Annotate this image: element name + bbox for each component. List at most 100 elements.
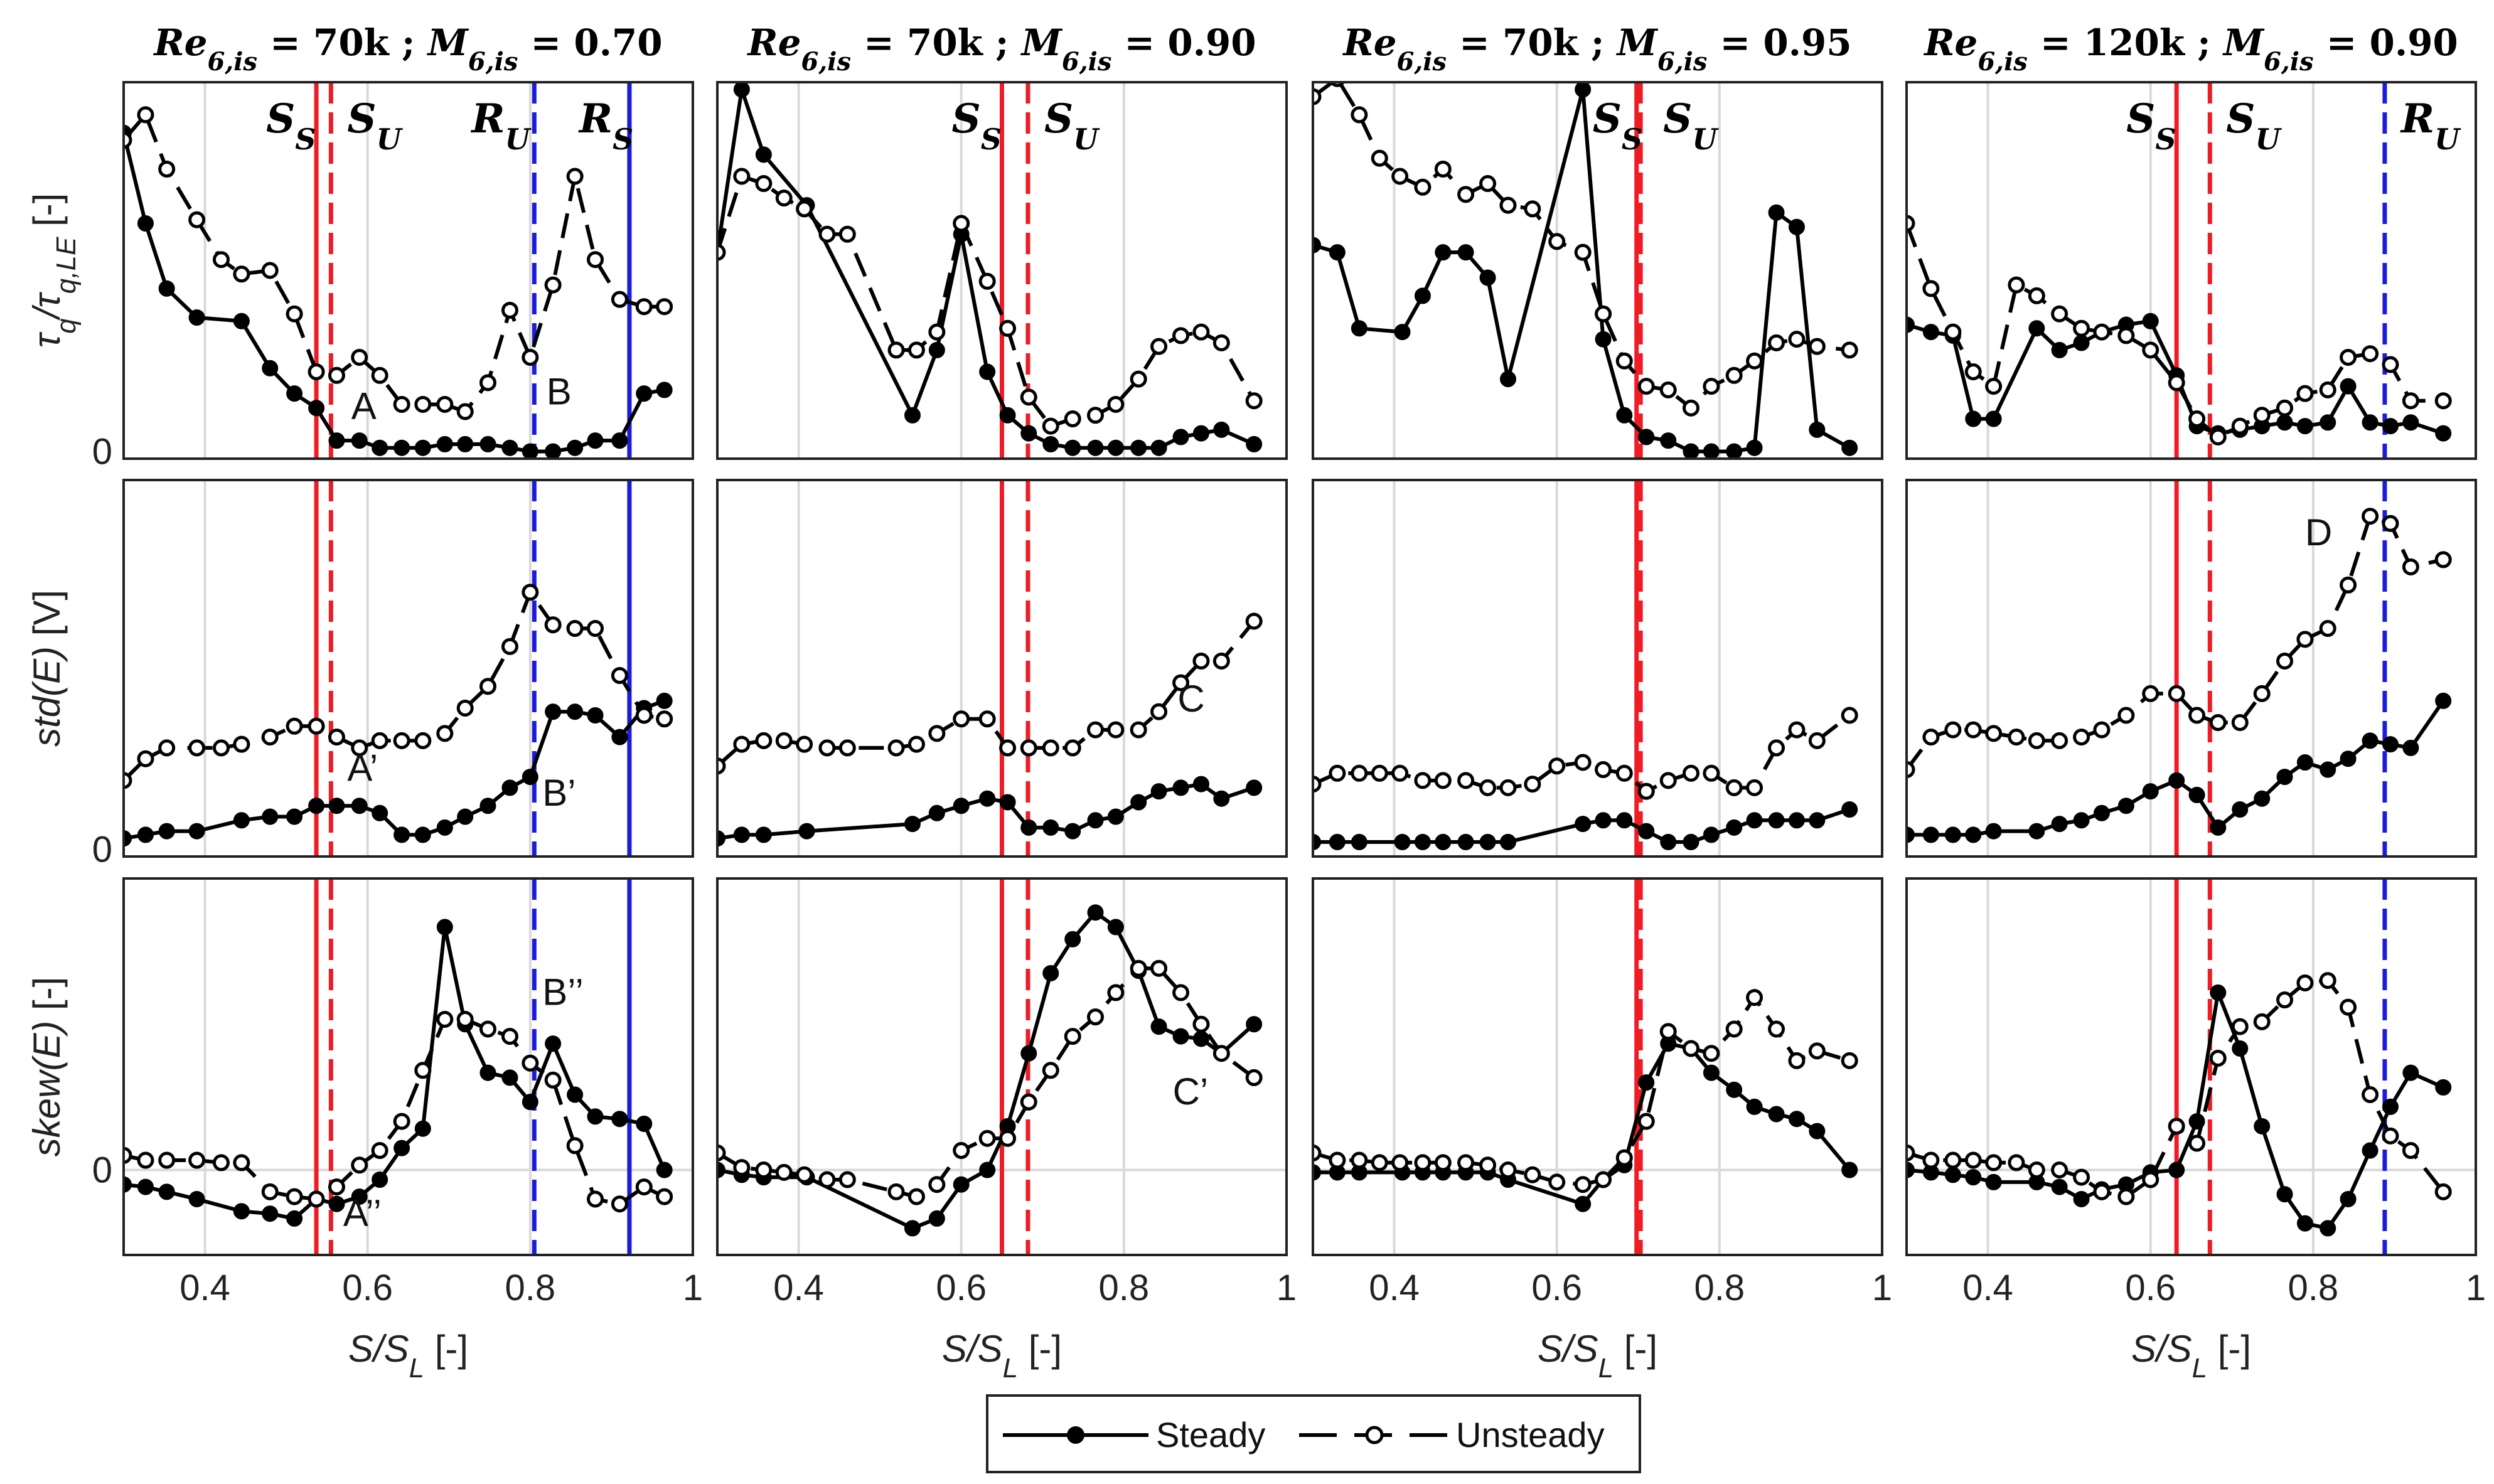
- data-point-unsteady: [2209, 714, 2227, 732]
- data-point-unsteady: [1313, 1144, 1322, 1161]
- data-point-steady: [2362, 732, 2379, 749]
- data-point-unsteady: [1683, 764, 1700, 782]
- data-point-steady: [979, 363, 996, 380]
- data-point-steady: [798, 823, 815, 840]
- panel-title: Re6,is = 70k ; M6,is = 0.95: [1342, 21, 1851, 77]
- data-point-unsteady: [1907, 215, 1915, 232]
- data-point-unsteady: [2253, 1013, 2271, 1030]
- data-point-steady: [393, 826, 410, 843]
- data-point-steady: [1575, 1195, 1592, 1212]
- data-point-unsteady: [1434, 1154, 1452, 1172]
- y-axis-label-row-1: τq/τq,LE [-]: [26, 193, 82, 348]
- data-point-unsteady: [1020, 1093, 1037, 1111]
- data-point-unsteady: [212, 251, 230, 269]
- data-point-steady: [587, 707, 604, 723]
- data-point-unsteady: [1746, 352, 1763, 370]
- data-point-steady: [124, 1176, 132, 1193]
- data-point-steady: [414, 1120, 431, 1137]
- data-point-steady: [372, 439, 388, 456]
- data-point-unsteady: [414, 732, 432, 749]
- data-point-unsteady: [137, 750, 154, 767]
- xtick-label: 1: [1276, 1268, 1297, 1308]
- data-point-unsteady: [2434, 551, 2452, 569]
- data-point-unsteady: [1788, 1052, 1806, 1069]
- data-point-steady: [1809, 1123, 1826, 1140]
- data-point-steady: [1726, 1081, 1743, 1098]
- data-point-unsteady: [212, 739, 230, 757]
- data-point-unsteady: [501, 301, 518, 319]
- data-point-unsteady: [1659, 772, 1677, 789]
- data-point-steady: [2296, 418, 2313, 435]
- data-point-unsteady: [1042, 417, 1059, 435]
- legend-marker-steady: [1067, 1426, 1084, 1444]
- y-axis-label-row-3: skew(E) [-]: [26, 977, 68, 1157]
- data-point-unsteady: [775, 190, 793, 207]
- data-point-unsteady: [1548, 757, 1566, 775]
- marker-label-s-s: SS: [1593, 95, 1642, 156]
- data-point-unsteady: [1768, 1020, 1785, 1038]
- data-point-unsteady: [1042, 1062, 1059, 1079]
- data-point-steady: [1575, 816, 1592, 833]
- data-point-unsteady: [1595, 305, 1612, 323]
- data-point-steady: [928, 804, 945, 821]
- data-point-unsteady: [1659, 381, 1677, 398]
- data-point-steady: [158, 280, 175, 297]
- data-point-unsteady: [2028, 1161, 2045, 1179]
- marker-label-s-s: SS: [952, 95, 1002, 156]
- data-point-steady: [717, 1161, 725, 1178]
- data-point-unsteady: [479, 1020, 496, 1038]
- data-point-unsteady: [2362, 1086, 2379, 1104]
- data-point-steady: [1788, 812, 1805, 829]
- data-point-unsteady: [1371, 1154, 1388, 1172]
- data-point-steady: [2382, 418, 2399, 435]
- data-point-unsteady: [522, 1054, 539, 1072]
- data-point-unsteady: [2188, 707, 2206, 724]
- xtick-label: 0.8: [2288, 1268, 2339, 1308]
- data-point-unsteady: [796, 200, 813, 218]
- data-point-steady: [999, 407, 1016, 424]
- data-point-steady: [1746, 812, 1763, 829]
- data-point-unsteady: [838, 225, 856, 243]
- data-point-unsteady: [2253, 407, 2271, 424]
- data-point-unsteady: [124, 131, 132, 149]
- data-point-unsteady: [1637, 1113, 1655, 1130]
- data-point-unsteady: [887, 341, 905, 359]
- ytick-label: 0: [92, 431, 112, 472]
- data-point-steady: [1042, 435, 1059, 452]
- data-point-unsteady: [1391, 764, 1409, 782]
- data-point-steady: [158, 1183, 175, 1200]
- data-point-unsteady: [2402, 1142, 2419, 1160]
- data-point-steady: [567, 439, 584, 456]
- panel-r3-c2: C’ 0.4 0.6 0.8 1 S/SL [-]: [716, 877, 1297, 1384]
- panel-title: Re6,is = 70k ; M6,is = 0.90: [746, 21, 1256, 77]
- data-point-steady: [2210, 984, 2227, 1001]
- data-point-unsteady: [158, 1151, 176, 1169]
- data-point-steady: [1064, 931, 1081, 948]
- data-point-unsteady: [2073, 319, 2090, 337]
- data-point-steady: [733, 82, 750, 98]
- data-point-unsteady: [1964, 721, 1982, 739]
- data-point-steady: [1457, 244, 1474, 261]
- data-point-unsteady: [1457, 186, 1475, 203]
- data-point-steady: [2320, 761, 2336, 778]
- column-1: Re6,is = 70k ; M6,is = 0.70A BSS SU RU RS0A’…: [92, 21, 703, 1384]
- data-point-steady: [1616, 407, 1633, 424]
- data-point-unsteady: [1615, 764, 1633, 782]
- data-point-unsteady: [1107, 984, 1125, 1001]
- data-point-unsteady: [2296, 974, 2314, 991]
- data-point-unsteady: [436, 725, 454, 742]
- data-point-unsteady: [755, 1161, 773, 1179]
- data-point-steady: [1788, 218, 1805, 235]
- legend-label-unsteady: Unsteady: [1456, 1415, 1605, 1455]
- data-point-steady: [1042, 819, 1059, 836]
- data-point-steady: [1192, 425, 1209, 442]
- data-point-unsteady: [1985, 378, 2003, 395]
- data-point-unsteady: [544, 276, 562, 294]
- data-point-steady: [2168, 772, 2185, 789]
- data-point-unsteady: [1020, 739, 1037, 757]
- data-point-unsteady: [2434, 1183, 2452, 1200]
- data-point-unsteady: [635, 707, 653, 724]
- data-point-unsteady: [1457, 772, 1475, 789]
- data-point-steady: [1768, 812, 1785, 829]
- data-point-unsteady: [436, 1011, 454, 1028]
